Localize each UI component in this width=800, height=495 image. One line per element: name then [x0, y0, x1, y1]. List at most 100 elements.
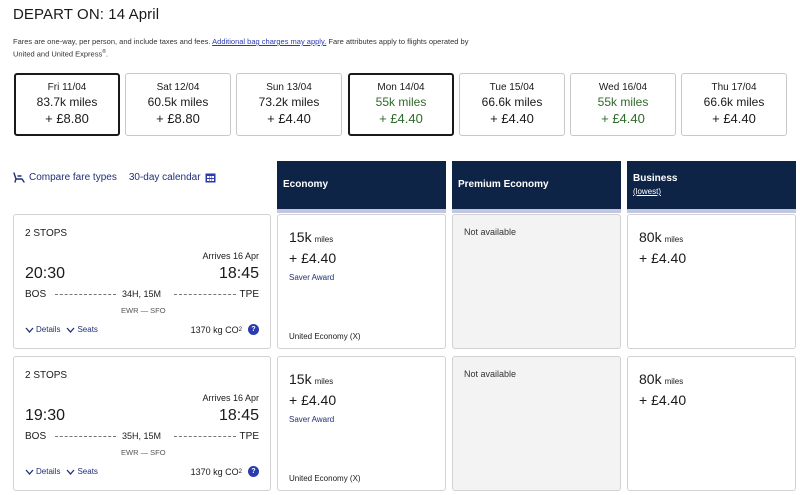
registered-mark: ® — [102, 49, 106, 55]
date-card[interactable]: Thu 17/04 66.6k miles + £4.40 — [681, 73, 787, 136]
date-card[interactable]: Wed 16/04 55k miles + £4.40 — [570, 73, 676, 136]
flight-duration: 35H, 15M — [122, 431, 162, 441]
fare-tools: Compare fare types 30-day calendar — [13, 172, 216, 183]
details-button[interactable]: Details — [25, 467, 60, 476]
date-card-fee: + £4.40 — [601, 111, 645, 126]
co2-value: 1370 kg CO — [190, 466, 239, 477]
saver-award-label: Saver Award — [289, 415, 335, 424]
seats-label: Seats — [77, 325, 98, 334]
fare-miles: 15k miles — [289, 371, 333, 387]
disclaimer-end: . — [105, 49, 108, 59]
date-card-day: Fri 11/04 — [47, 82, 87, 93]
flight-stops: 2 STOPS — [25, 228, 68, 239]
co2-value: 1370 kg CO — [190, 324, 239, 335]
date-card[interactable]: Fri 11/04 83.7k miles + £8.80 — [14, 73, 120, 136]
info-icon[interactable]: ? — [248, 324, 259, 335]
fare-cabin: United Economy (X) — [289, 474, 361, 483]
business-lowest-link[interactable]: (lowest) — [633, 187, 662, 196]
column-header-label: Premium Economy — [458, 179, 549, 190]
fare-taxes: + £4.40 — [639, 250, 687, 266]
fare-miles: 15k miles — [289, 229, 333, 245]
flight-card: 2 STOPS Arrives 16 Apr 20:30 18:45 BOS 3… — [13, 214, 271, 349]
not-available-label: Not available — [464, 369, 517, 379]
fare-miles-value: 15k — [289, 371, 312, 387]
column-header-premium-economy[interactable]: Premium Economy — [452, 161, 621, 213]
date-card-miles: 66.6k miles — [703, 95, 765, 109]
calendar-icon — [205, 173, 216, 183]
date-card-fee: + £4.40 — [379, 111, 423, 126]
column-header-economy[interactable]: Economy — [277, 161, 446, 213]
column-header-label: Economy — [283, 179, 329, 190]
flight-arrival-date: Arrives 16 Apr — [202, 393, 259, 403]
compare-fare-types-button[interactable]: Compare fare types — [13, 172, 117, 183]
column-header-bar — [627, 209, 796, 213]
seats-button[interactable]: Seats — [66, 325, 98, 334]
fare-cell-economy[interactable]: 15k miles + £4.40 Saver Award United Econ… — [277, 356, 446, 491]
date-card-day: Sat 12/04 — [156, 82, 200, 93]
disclaimer-tail: Fare attributes apply to flights operate… — [328, 37, 469, 46]
seat-icon — [13, 172, 25, 183]
fare-cell-business[interactable]: 80k miles + £4.40 — [627, 214, 796, 349]
info-icon[interactable]: ? — [248, 466, 259, 477]
bag-charges-link[interactable]: Additional bag charges may apply. — [212, 37, 327, 46]
flight-stops: 2 STOPS — [25, 370, 68, 381]
fare-cell-business[interactable]: 80k miles + £4.40 — [627, 356, 796, 491]
route-line — [174, 436, 236, 437]
fare-cabin: United Economy (X) — [289, 332, 361, 341]
date-card[interactable]: Sat 12/04 60.5k miles + £8.80 — [125, 73, 231, 136]
seats-button[interactable]: Seats — [66, 467, 98, 476]
route-line — [174, 294, 236, 295]
page-title: DEPART ON: 14 April — [13, 6, 160, 23]
details-button[interactable]: Details — [25, 325, 60, 334]
calendar-label: 30-day calendar — [128, 172, 201, 183]
date-card-day: Mon 14/04 — [377, 82, 425, 93]
date-card-day: Thu 17/04 — [711, 82, 757, 93]
column-header-bar — [452, 209, 621, 213]
fare-miles-value: 15k — [289, 229, 312, 245]
date-card-miles: 55k miles — [375, 95, 427, 109]
destination-airport: TPE — [239, 289, 259, 300]
fare-miles-value: 80k — [639, 371, 662, 387]
date-card-fee: + £4.40 — [267, 111, 311, 126]
flight-links: Details Seats — [25, 467, 104, 476]
destination-airport: TPE — [239, 431, 259, 442]
saver-award-label: Saver Award — [289, 273, 335, 282]
column-header-label: Business — [633, 173, 678, 184]
details-label: Details — [36, 467, 61, 476]
date-card-miles: 73.2k miles — [258, 95, 320, 109]
fare-cell-economy[interactable]: 15k miles + £4.40 Saver Award United Econ… — [277, 214, 446, 349]
fare-miles: 80k miles — [639, 229, 683, 245]
date-card[interactable]: Sun 13/04 73.2k miles + £4.40 — [236, 73, 342, 136]
date-card-fee: + £4.40 — [490, 111, 534, 126]
fare-miles: 80k miles — [639, 371, 683, 387]
calendar-button[interactable]: 30-day calendar — [129, 172, 216, 183]
flight-duration: 34H, 15M — [122, 289, 162, 299]
seats-label: Seats — [77, 467, 98, 476]
co2-subscript: 2 — [238, 326, 242, 333]
route-line — [55, 294, 116, 295]
departure-time: 19:30 — [25, 407, 66, 424]
fare-taxes: + £4.40 — [289, 392, 337, 408]
date-card[interactable]: Tue 15/04 66.6k miles + £4.40 — [459, 73, 565, 136]
disclaimer-text: Fares are one-way, per person, and inclu… — [13, 37, 211, 46]
flight-links: Details Seats — [25, 325, 104, 334]
fare-miles-unit: miles — [314, 377, 334, 386]
date-card-day: Wed 16/04 — [598, 82, 648, 93]
column-header-business[interactable]: Business (lowest) — [627, 161, 796, 213]
date-card-day: Tue 15/04 — [489, 82, 535, 93]
date-card-day: Sun 13/04 — [266, 82, 312, 93]
column-header-bar — [277, 209, 446, 213]
date-card[interactable]: Mon 14/04 55k miles + £4.40 — [348, 73, 454, 136]
fare-miles-value: 80k — [639, 229, 662, 245]
fare-taxes: + £4.40 — [289, 250, 337, 266]
fare-disclaimer: Fares are one-way, per person, and inclu… — [13, 36, 503, 60]
fare-cell-premium-economy: Not available — [452, 214, 621, 349]
date-card-fee: + £4.40 — [712, 111, 756, 126]
departure-time: 20:30 — [25, 265, 66, 282]
fare-miles-unit: miles — [314, 235, 334, 244]
arrival-time: 18:45 — [218, 265, 259, 282]
co2-emissions: 1370 kg CO 2 ? — [191, 466, 259, 477]
date-card-miles: 55k miles — [597, 95, 649, 109]
arrival-time: 18:45 — [218, 407, 259, 424]
fare-cell-premium-economy: Not available — [452, 356, 621, 491]
